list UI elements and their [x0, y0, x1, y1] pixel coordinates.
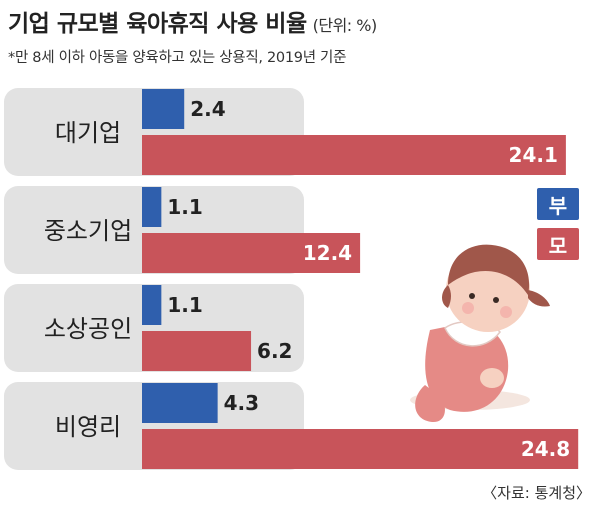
bar-mother: [142, 233, 361, 273]
data-label: 2.4: [190, 97, 225, 121]
title-text: 기업 규모별 육아휴직 사용 비율: [8, 11, 307, 37]
category-label: 대기업: [55, 119, 121, 147]
category-label: 중소기업: [44, 217, 132, 245]
data-label: 1.1: [167, 293, 202, 317]
chart-subtitle: *만 8세 이하 아동을 양육하고 있는 상용직, 2019년 기준: [8, 50, 347, 66]
legend-mother-label: 모: [548, 233, 568, 258]
bar-mother: [142, 331, 252, 371]
bar-mother: [142, 135, 566, 175]
baby-illustration: [410, 244, 550, 423]
bar-father: [142, 285, 162, 325]
legend-father-label: 부: [548, 193, 568, 218]
data-label: 4.3: [224, 391, 259, 415]
bar-father: [142, 89, 185, 129]
bar-father: [142, 383, 218, 423]
category-label: 비영리: [55, 413, 121, 441]
legend-father: 부: [537, 188, 579, 220]
data-label: 24.1: [509, 143, 558, 167]
bar-mother: [142, 429, 579, 469]
source-note: 〈자료: 통계청〉: [482, 484, 591, 502]
data-label: 24.8: [521, 437, 570, 461]
unit-label: (단위: %): [312, 16, 378, 35]
data-label: 6.2: [257, 339, 292, 363]
legend-mother: 모: [537, 228, 579, 260]
data-label: 12.4: [303, 241, 352, 265]
bar-father: [142, 187, 162, 227]
data-label: 1.1: [167, 195, 202, 219]
category-label: 소상공인: [44, 315, 132, 343]
chart-title: 기업 규모별 육아휴직 사용 비율 (단위: %): [8, 4, 377, 38]
